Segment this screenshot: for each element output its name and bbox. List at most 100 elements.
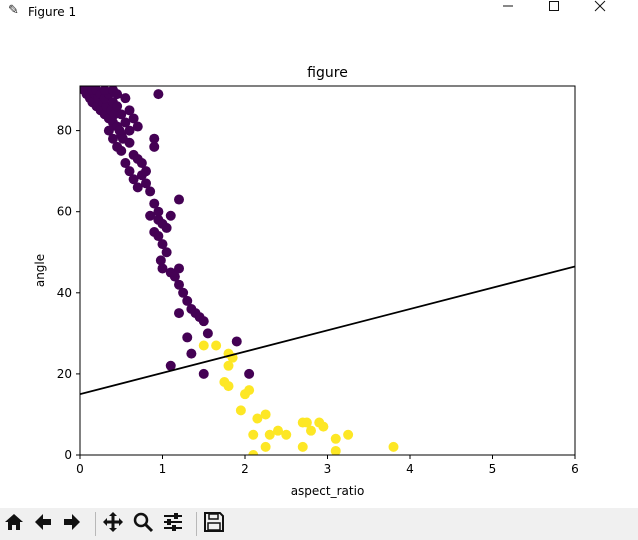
data-point xyxy=(116,109,127,120)
data-point xyxy=(99,86,110,96)
data-point xyxy=(182,332,193,343)
floppy-disk-icon xyxy=(204,512,224,532)
data-point xyxy=(223,360,234,371)
data-point xyxy=(124,125,135,136)
data-point xyxy=(124,137,135,148)
data-point xyxy=(161,222,172,233)
data-point xyxy=(244,385,255,396)
data-point xyxy=(264,429,275,440)
data-point xyxy=(120,93,131,104)
data-point xyxy=(165,360,176,371)
x-axis: 0 1 2 3 4 5 6 xyxy=(76,455,579,476)
maximize-button[interactable] xyxy=(548,0,594,24)
data-point xyxy=(235,405,246,416)
data-point xyxy=(178,287,189,298)
window-title: Figure 1 xyxy=(28,5,77,19)
magnifier-icon xyxy=(133,512,154,533)
data-point xyxy=(306,425,316,436)
y-tick-label: 20 xyxy=(57,367,72,381)
zoom-button[interactable] xyxy=(132,511,159,537)
data-point xyxy=(128,174,139,185)
data-point xyxy=(141,166,151,177)
y-tick-label: 60 xyxy=(57,205,72,219)
data-point xyxy=(145,210,156,221)
toolbar-separator xyxy=(95,512,96,536)
data-point xyxy=(132,182,143,193)
data-point xyxy=(103,125,114,136)
data-point xyxy=(124,166,135,177)
data-point xyxy=(297,441,308,452)
plot-area xyxy=(80,86,575,455)
data-point xyxy=(248,450,259,455)
data-point xyxy=(174,263,184,274)
x-tick-label: 5 xyxy=(489,462,497,476)
forward-button[interactable] xyxy=(61,511,88,537)
data-point xyxy=(198,368,209,379)
data-point xyxy=(252,413,263,424)
close-button[interactable] xyxy=(594,0,638,24)
data-point xyxy=(273,425,283,436)
x-tick-label: 2 xyxy=(241,462,249,476)
data-point xyxy=(174,308,184,319)
minimize-button[interactable] xyxy=(502,0,548,24)
data-point xyxy=(120,117,131,128)
y-axis: 0 20 40 60 80 xyxy=(57,124,80,462)
chart-title: figure xyxy=(307,65,348,81)
data-point xyxy=(174,279,184,290)
data-point xyxy=(128,113,139,124)
x-tick-label: 1 xyxy=(159,462,167,476)
data-point xyxy=(388,441,399,452)
data-point xyxy=(211,340,222,351)
save-button[interactable] xyxy=(203,511,230,537)
data-point xyxy=(186,348,197,359)
data-point xyxy=(153,206,164,217)
data-point xyxy=(301,417,312,428)
x-tick-label: 4 xyxy=(406,462,414,476)
y-tick-label: 80 xyxy=(57,124,72,138)
close-icon xyxy=(594,0,606,12)
data-point xyxy=(145,186,156,197)
data-point xyxy=(132,121,143,132)
maximize-icon xyxy=(549,1,559,11)
pan-button[interactable] xyxy=(102,511,129,537)
home-button[interactable] xyxy=(3,511,30,537)
data-point xyxy=(231,336,242,347)
data-point xyxy=(120,158,131,169)
data-point xyxy=(198,340,209,351)
x-tick-label: 0 xyxy=(76,462,84,476)
data-point xyxy=(223,381,234,392)
figure-canvas[interactable]: 0 1 2 3 4 5 6 0 20 40 60 80 figure aspect_ratio an… xyxy=(0,24,638,508)
data-point xyxy=(116,145,127,156)
data-point xyxy=(330,433,341,444)
scatter-chart: 0 1 2 3 4 5 6 0 20 40 60 80 figure aspect_ratio an… xyxy=(33,65,579,498)
data-point xyxy=(330,445,341,455)
arrow-right-icon xyxy=(64,514,80,530)
data-point xyxy=(157,263,168,274)
x-axis-label: aspect_ratio xyxy=(291,484,365,498)
arrow-left-icon xyxy=(35,514,51,530)
navigation-toolbar xyxy=(0,508,638,540)
data-point xyxy=(248,429,259,440)
data-point xyxy=(198,316,209,327)
sliders-icon xyxy=(164,513,182,531)
data-point xyxy=(149,133,160,144)
data-point xyxy=(153,89,164,100)
data-point xyxy=(153,231,164,242)
data-point xyxy=(136,158,147,169)
data-point xyxy=(161,247,172,258)
window-titlebar: ✎ Figure 1 xyxy=(0,0,638,24)
data-point xyxy=(318,421,329,432)
data-point xyxy=(202,328,213,339)
x-tick-label: 3 xyxy=(324,462,332,476)
data-point xyxy=(260,409,271,420)
move-icon xyxy=(103,512,123,532)
y-axis-label: angle xyxy=(33,254,47,287)
data-point xyxy=(343,429,354,440)
data-point xyxy=(108,133,118,144)
configure-subplots-button[interactable] xyxy=(162,511,189,537)
back-button[interactable] xyxy=(32,511,59,537)
data-point xyxy=(182,295,193,306)
data-point xyxy=(281,429,292,440)
home-icon xyxy=(5,514,23,530)
data-point xyxy=(112,89,123,100)
